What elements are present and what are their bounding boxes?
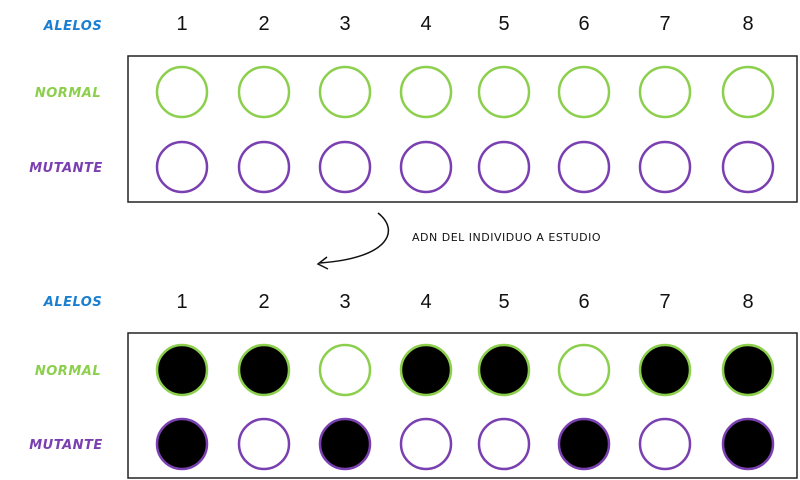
mutante-allele-7-empty (638, 140, 692, 194)
allele-number: 8 (742, 291, 753, 313)
allele-number: 6 (578, 291, 589, 313)
allele-number: 2 (258, 291, 269, 313)
normal-allele-1-filled (155, 343, 209, 397)
normal-label: NORMAL (35, 86, 101, 101)
allele-number: 8 (742, 13, 753, 35)
alelos-label: ALELOS (43, 19, 102, 34)
allele-number: 5 (498, 13, 509, 35)
normal-allele-5-filled (477, 343, 531, 397)
normal-allele-4-empty (399, 65, 453, 119)
mutante-label: MUTANTE (29, 438, 103, 453)
alelos-label: ALELOS (43, 295, 102, 310)
mutante-allele-2-empty (237, 417, 291, 471)
mutante-allele-6-empty (557, 140, 611, 194)
mutante-allele-7-empty (638, 417, 692, 471)
allele-number: 3 (339, 13, 350, 35)
normal-allele-4-filled (399, 343, 453, 397)
allele-number: 6 (578, 13, 589, 35)
arrow-head-icon (316, 256, 329, 270)
normal-allele-6-empty (557, 343, 611, 397)
allele-number: 4 (420, 13, 431, 35)
panel-reference: ALELOS NORMAL MUTANTE 1 2 3 4 5 6 7 8 (29, 13, 798, 203)
allele-number: 7 (659, 291, 670, 313)
curved-arrow-icon (319, 212, 390, 264)
normal-allele-2-filled (237, 343, 291, 397)
mutante-allele-8-filled (721, 417, 775, 471)
allele-number: 3 (339, 291, 350, 313)
mutante-label: MUTANTE (29, 161, 103, 176)
normal-allele-8-filled (721, 343, 775, 397)
arrow: ADN DEL INDIVIDUO A ESTUDIO (316, 212, 601, 270)
mutante-allele-3-filled (318, 417, 372, 471)
mutante-allele-6-filled (557, 417, 611, 471)
mutante-allele-4-empty (399, 417, 453, 471)
normal-allele-1-empty (155, 65, 209, 119)
reference-box (127, 55, 798, 203)
normal-allele-3-empty (318, 65, 372, 119)
allele-number: 1 (176, 291, 187, 313)
mutante-allele-3-empty (318, 140, 372, 194)
mutante-allele-1-empty (155, 140, 209, 194)
mutante-allele-5-empty (477, 417, 531, 471)
allele-number: 4 (420, 291, 431, 313)
normal-allele-7-filled (638, 343, 692, 397)
panel-individual: ALELOS NORMAL MUTANTE 1 2 3 4 5 6 7 8 (29, 291, 798, 479)
individual-box (127, 332, 798, 479)
allele-number: 1 (176, 13, 187, 35)
normal-allele-2-empty (237, 65, 291, 119)
mutante-allele-1-filled (155, 417, 209, 471)
allele-number: 2 (258, 13, 269, 35)
normal-allele-3-empty (318, 343, 372, 397)
mutante-allele-8-empty (721, 140, 775, 194)
normal-allele-6-empty (557, 65, 611, 119)
arrow-note: ADN DEL INDIVIDUO A ESTUDIO (412, 231, 601, 244)
normal-allele-8-empty (721, 65, 775, 119)
allele-number: 7 (659, 13, 670, 35)
mutante-allele-4-empty (399, 140, 453, 194)
normal-allele-7-empty (638, 65, 692, 119)
mutante-allele-2-empty (237, 140, 291, 194)
allele-number: 5 (498, 291, 509, 313)
normal-label: NORMAL (35, 364, 101, 379)
normal-allele-5-empty (477, 65, 531, 119)
mutante-allele-5-empty (477, 140, 531, 194)
